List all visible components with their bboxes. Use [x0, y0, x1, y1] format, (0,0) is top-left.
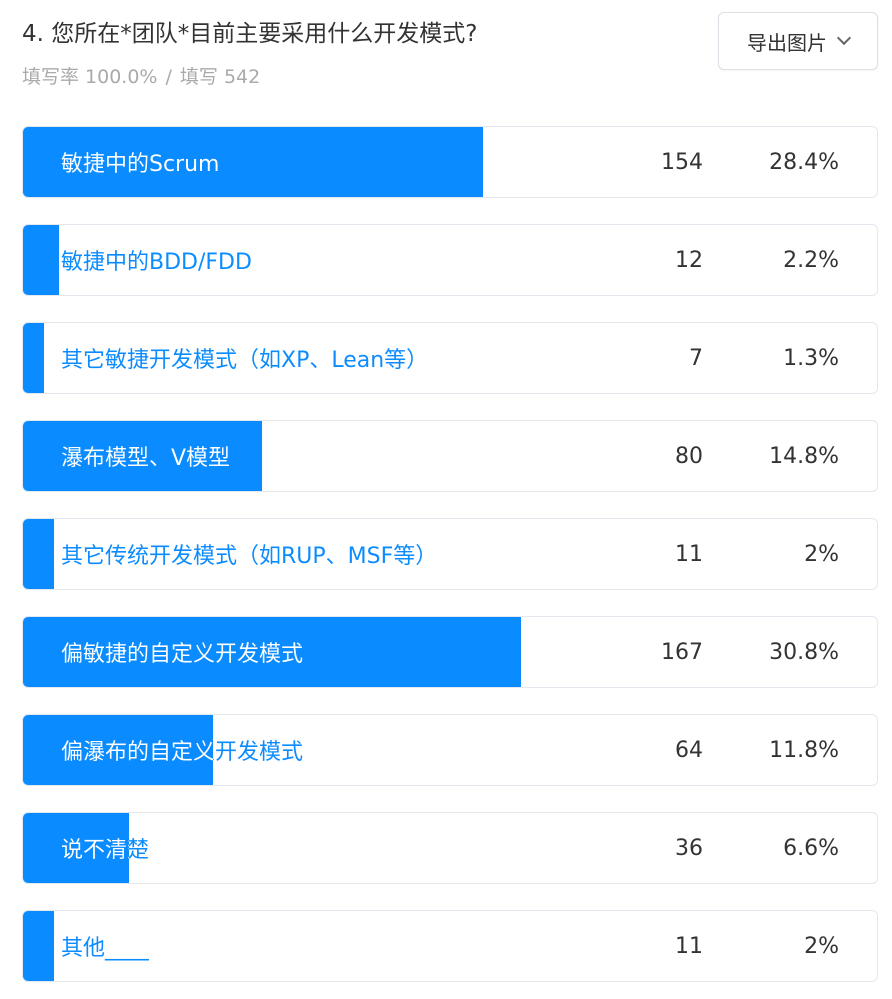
fill-rate-separator: /	[165, 66, 172, 88]
option-label: 偏敏捷的自定义开发模式	[61, 617, 303, 687]
option-count: 11	[675, 541, 703, 567]
option-count: 80	[675, 443, 703, 469]
option-count: 64	[675, 737, 703, 763]
option-row: 瀑布模型、V模型 80 14.8%	[22, 420, 878, 492]
option-count: 154	[661, 149, 703, 175]
option-row: 其他____ 11 2%	[22, 910, 878, 982]
option-row: 敏捷中的BDD/FDD 12 2.2%	[22, 224, 878, 296]
option-row: 其它传统开发模式（如RUP、MSF等） 11 2%	[22, 518, 878, 590]
option-label: 其他____	[61, 911, 149, 981]
option-count: 11	[675, 933, 703, 959]
chevron-down-icon	[836, 30, 852, 46]
option-percent: 2.2%	[783, 247, 839, 273]
question-title: 4. 您所在*团队*目前主要采用什么开发模式?	[22, 21, 478, 47]
export-image-button[interactable]: 导出图片	[718, 12, 878, 70]
option-bar	[23, 813, 129, 883]
option-bar	[23, 911, 54, 981]
option-percent: 14.8%	[769, 443, 839, 469]
option-percent: 6.6%	[783, 835, 839, 861]
option-row: 偏敏捷的自定义开发模式 167 30.8%	[22, 616, 878, 688]
option-label: 敏捷中的BDD/FDD	[61, 225, 252, 295]
option-bar-chart: 敏捷中的Scrum 154 28.4% 敏捷中的BDD/FDD 12 2.2% 其它敏捷开发…	[22, 126, 878, 999]
option-count: 36	[675, 835, 703, 861]
option-count: 167	[661, 639, 703, 665]
option-row: 其它敏捷开发模式（如XP、Lean等） 7 1.3%	[22, 322, 878, 394]
option-bar	[23, 519, 54, 589]
option-percent: 11.8%	[769, 737, 839, 763]
fill-rate-summary: 填写率 100.0% / 填写 542	[22, 62, 260, 89]
fill-count-label: 填写 542	[179, 66, 261, 88]
fill-rate-label: 填写率 100.0%	[22, 66, 158, 88]
option-bar	[23, 617, 521, 687]
option-label: 偏瀑布的自定义开发模式	[61, 715, 303, 785]
option-bar	[23, 127, 483, 197]
option-bar	[23, 323, 44, 393]
option-count: 7	[689, 345, 703, 371]
option-bar	[23, 421, 262, 491]
option-label: 其它传统开发模式（如RUP、MSF等）	[61, 519, 437, 589]
option-row: 说不清楚 36 6.6%	[22, 812, 878, 884]
option-percent: 2%	[804, 933, 839, 959]
option-label: 其它敏捷开发模式（如XP、Lean等）	[61, 323, 428, 393]
option-label: 敏捷中的Scrum	[61, 127, 219, 197]
option-percent: 1.3%	[783, 345, 839, 371]
option-label: 瀑布模型、V模型	[61, 421, 230, 491]
option-percent: 28.4%	[769, 149, 839, 175]
option-label: 说不清楚	[61, 813, 149, 883]
option-bar	[23, 225, 59, 295]
option-count: 12	[675, 247, 703, 273]
option-row: 偏瀑布的自定义开发模式 64 11.8%	[22, 714, 878, 786]
export-image-label: 导出图片	[747, 30, 827, 55]
option-percent: 30.8%	[769, 639, 839, 665]
option-bar	[23, 715, 213, 785]
option-row: 敏捷中的Scrum 154 28.4%	[22, 126, 878, 198]
option-percent: 2%	[804, 541, 839, 567]
